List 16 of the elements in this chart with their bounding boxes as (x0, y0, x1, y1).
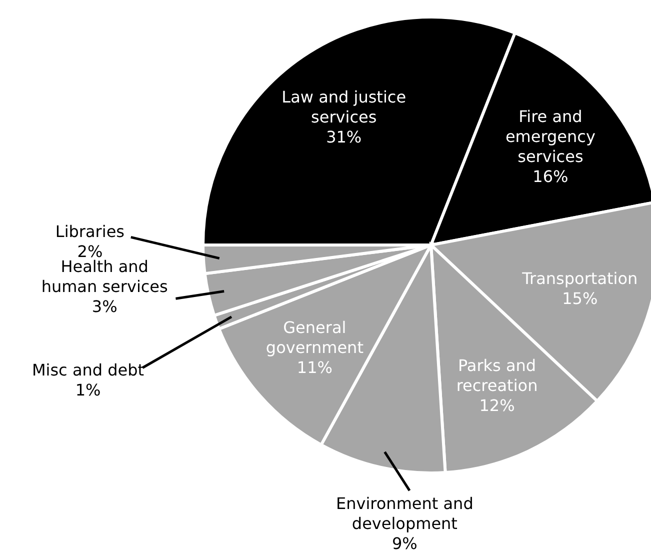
slice-label: Libraries (55, 222, 125, 241)
data-label: 11% (296, 358, 332, 378)
slice-label: General government (266, 318, 364, 358)
data-label: 3% (92, 297, 118, 316)
data-label: 12% (479, 396, 515, 415)
slice-label: Environment and development (336, 494, 474, 533)
data-label: 1% (75, 380, 101, 400)
slice-label: Misc and debt (32, 360, 144, 380)
data-label: 16% (532, 166, 568, 186)
slice-label: Parks and recreation (456, 356, 538, 395)
slice-label: Law and justice services (282, 87, 406, 126)
slice-label: Fire and emergency services (505, 106, 596, 166)
slice-label: Transportation (521, 268, 638, 288)
data-label: 31% (326, 127, 362, 146)
data-label: 15% (562, 288, 598, 308)
data-label: 9% (392, 534, 418, 553)
